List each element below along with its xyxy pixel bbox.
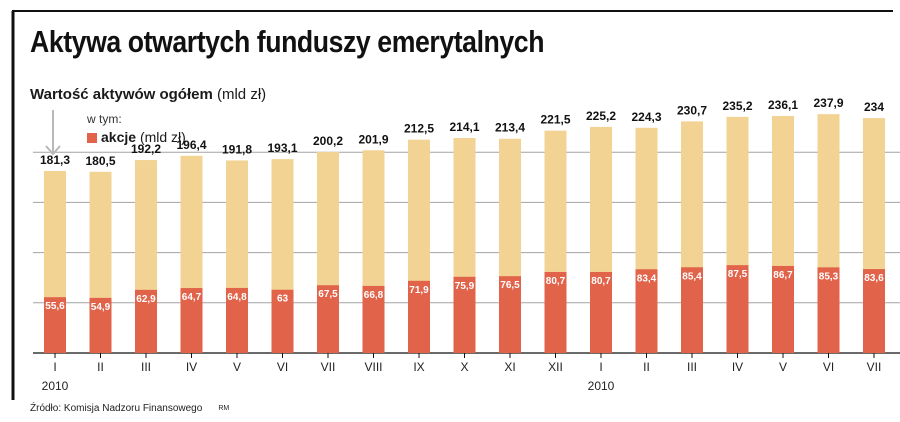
x-tick-label: V [233, 360, 241, 374]
data-label-stocks: 62,9 [136, 294, 156, 305]
data-label-total: 230,7 [677, 103, 707, 117]
x-tick-label: III [687, 360, 697, 374]
data-label-stocks: 64,7 [182, 292, 202, 303]
data-label-total: 225,2 [586, 109, 616, 123]
data-label-stocks: 76,5 [500, 280, 520, 291]
x-tick-label: VI [277, 360, 288, 374]
x-tick-label: IV [186, 360, 197, 374]
x-tick-label: XII [548, 360, 563, 374]
x-tick-label: IV [732, 360, 743, 374]
data-label-stocks: 55,6 [45, 301, 65, 312]
data-label-total: 200,2 [313, 134, 343, 148]
bar-stocks [271, 289, 294, 353]
chart-title: Aktywa otwartych funduszy emerytalnych [30, 24, 545, 59]
data-label-total: 181,3 [40, 153, 70, 167]
bar-stocks [44, 297, 66, 353]
data-label-stocks: 83,6 [864, 273, 884, 284]
data-label-stocks: 75,9 [455, 281, 475, 292]
bar-stocks [362, 285, 385, 353]
data-label-total: 234 [864, 100, 884, 114]
data-label-stocks: 66,8 [364, 290, 384, 301]
data-label-total: 191,8 [222, 142, 252, 156]
data-label-total: 180,5 [85, 154, 115, 168]
author-initials: RM [218, 405, 230, 412]
data-label-stocks: 64,8 [227, 292, 247, 303]
x-tick-label: VI [823, 360, 834, 374]
data-label-total: 236,1 [768, 98, 798, 112]
x-tick-label: XI [504, 360, 515, 374]
legend-label-stocks: akcje [101, 129, 137, 145]
x-tick-label: VIII [364, 360, 382, 374]
x-tick-label: IX [413, 360, 424, 374]
data-label-total: 213,4 [495, 121, 525, 135]
legend-swatch-stocks [87, 133, 97, 143]
bar-stocks [499, 276, 521, 353]
data-label-total: 237,9 [813, 96, 843, 110]
bar-stocks [180, 288, 203, 353]
bar-stocks [726, 265, 749, 353]
data-label-stocks: 67,5 [318, 289, 338, 300]
data-label-stocks: 83,4 [637, 273, 657, 284]
x-tick-label: V [779, 360, 787, 374]
x-tick-label: VII [321, 360, 336, 374]
x-tick-label: II [97, 360, 104, 374]
data-label-stocks: 80,7 [591, 276, 611, 287]
legend-intro: w tym: [87, 112, 122, 126]
bar-stocks [408, 280, 430, 353]
data-label-total: 212,5 [404, 122, 434, 136]
x-tick-label: VII [867, 360, 882, 374]
bar-stocks [544, 271, 567, 353]
data-label-total: 192,2 [131, 142, 161, 156]
pointer-arrow-icon [45, 145, 61, 156]
data-label-stocks: 54,9 [91, 302, 111, 313]
source-note: Źródło: Komisja Nadzoru Finansowego RM [30, 403, 229, 414]
data-label-total: 193,1 [267, 141, 297, 155]
bar-stocks [453, 276, 476, 353]
legend-unit: (mld zł) [139, 129, 186, 145]
bar-stocks [590, 271, 612, 353]
bar-stocks [89, 297, 112, 353]
subtitle-bold: Wartość aktywów ogółem [30, 86, 213, 103]
bar-stocks [863, 269, 885, 353]
data-label-stocks: 63 [277, 294, 289, 305]
legend: akcje (mld zł) [87, 129, 186, 145]
subtitle-unit: (mld zł) [216, 86, 267, 103]
data-label-total: 221,5 [540, 113, 570, 127]
data-label-total: 224,3 [631, 110, 661, 124]
data-label-total: 214,1 [449, 120, 479, 134]
chart-subtitle: Wartość aktywów ogółem (mld zł) [30, 86, 266, 103]
x-tick-label: I [599, 360, 602, 374]
x-tick-label: II [643, 360, 650, 374]
data-label-stocks: 71,9 [409, 285, 429, 296]
bar-stocks [817, 267, 840, 353]
data-label-stocks: 85,3 [819, 271, 839, 282]
x-tick-label: I [53, 360, 56, 374]
bar-stocks [317, 285, 339, 353]
year-label: 2010 [42, 379, 69, 393]
data-label-stocks: 85,4 [682, 271, 702, 282]
bar-stocks [772, 265, 794, 353]
data-label-total: 235,2 [722, 99, 752, 113]
bar-stocks [635, 269, 658, 353]
data-label-stocks: 80,7 [546, 276, 566, 287]
bar-stocks [681, 267, 703, 353]
x-tick-label: III [141, 360, 151, 374]
data-label-stocks: 86,7 [773, 270, 793, 281]
bar-stocks [226, 287, 248, 353]
data-label-stocks: 87,5 [728, 269, 748, 280]
bar-stocks [135, 289, 157, 353]
data-label-total: 196,4 [176, 138, 206, 152]
source-text: Źródło: Komisja Nadzoru Finansowego [30, 403, 203, 414]
year-label: 2010 [588, 379, 615, 393]
data-label-total: 201,9 [358, 132, 388, 146]
x-tick-label: X [460, 360, 468, 374]
